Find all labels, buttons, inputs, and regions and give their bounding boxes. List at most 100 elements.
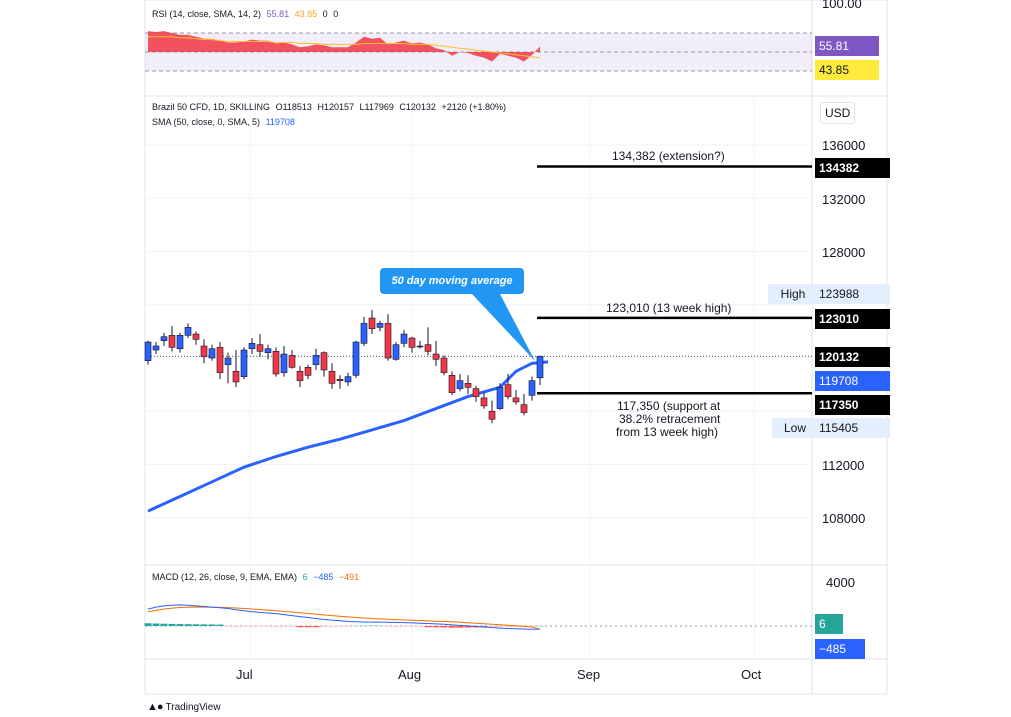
x-tick-sep: Sep — [577, 667, 601, 682]
macd-hist-bar — [488, 626, 496, 628]
rsi-legend-extra1: 0 — [322, 9, 328, 19]
macd-hist-bar — [160, 623, 168, 626]
macd-hist-bar — [368, 624, 376, 626]
macd-hist-bar — [456, 626, 464, 628]
candle-body — [496, 386, 504, 409]
support-annotation-line3: from 13 week high) — [616, 425, 719, 439]
thirteen-week-high-annotation: 123,010 (13 week high) — [606, 301, 732, 315]
rsi-value-badge: 55.81 — [815, 36, 879, 56]
candle-body — [264, 348, 272, 353]
candle-body — [256, 344, 264, 352]
macd-hist-bar — [208, 624, 216, 626]
candle-body — [520, 404, 528, 413]
macd-hist-bar — [320, 626, 328, 628]
macd-hist-bar — [224, 626, 232, 627]
candle-body — [368, 317, 376, 330]
macd-value-badge: −485 — [815, 639, 865, 659]
macd-hist-bar — [344, 626, 352, 627]
rsi-legend: RSI (14, close, SMA, 14, 2) 55.81 43.85 … — [152, 9, 338, 19]
candle-body — [448, 375, 456, 393]
macd-hist-bar — [360, 625, 368, 627]
high-value-badge: 123988 — [815, 284, 890, 304]
candle-body — [272, 351, 280, 375]
x-tick-oct: Oct — [741, 667, 762, 682]
high-label-badge: High — [768, 284, 818, 304]
candle-body — [152, 345, 160, 351]
sma-callout-pointer — [472, 294, 535, 361]
macd-hist-bar — [408, 626, 416, 627]
macd-hist-bar — [272, 626, 280, 627]
macd-hist-bar — [440, 626, 448, 628]
macd-hist-bar — [352, 625, 360, 627]
price-tick: 108000 — [822, 511, 866, 526]
price-tick: 136000 — [822, 138, 866, 153]
extension-level-badge: 134382 — [815, 158, 890, 178]
candle-body — [336, 378, 344, 381]
candle-body — [320, 352, 328, 371]
candle-body — [144, 341, 152, 361]
macd-hist-bar — [264, 626, 272, 627]
candle-body — [504, 384, 512, 397]
price-pane — [144, 96, 812, 659]
macd-legend-hist: 6 — [302, 572, 308, 582]
macd-line — [147, 604, 541, 630]
macd-hist-bar — [464, 626, 472, 628]
candle-body — [208, 348, 216, 359]
macd-hist-bar — [152, 623, 160, 626]
macd-hist-bar — [504, 626, 512, 627]
candle-body — [512, 397, 520, 403]
macd-hist-badge: 6 — [815, 614, 843, 634]
rsi-sma-line — [148, 36, 541, 59]
macd-hist-bar — [232, 626, 240, 627]
macd-legend: MACD (12, 26, close, 9, EMA, EMA) 6 −485… — [152, 572, 359, 582]
macd-hist-bar — [384, 626, 392, 627]
candle-body — [296, 371, 304, 381]
macd-hist-bar — [448, 626, 456, 628]
candle-body — [360, 323, 368, 344]
sma-callout: 50 day moving average — [380, 268, 524, 294]
price-legend: Brazil 50 CFD, 1D, SKILLING O118513 H120… — [152, 102, 506, 112]
macd-legend-macd: −485 — [313, 572, 334, 582]
candle-body — [384, 323, 392, 359]
extension-annotation: 134,382 (extension?) — [612, 149, 725, 163]
rsi-legend-sma: 43.85 — [294, 9, 318, 19]
low-label-badge: Low — [772, 418, 818, 438]
macd-hist-bar — [288, 626, 296, 628]
macd-hist-bar — [200, 624, 208, 626]
change-value: +2120 (+1.80%) — [441, 102, 507, 112]
rsi-sma-badge: 43.85 — [815, 60, 879, 80]
macd-hist-bar — [328, 626, 336, 628]
last-price-badge: 120132 — [815, 347, 890, 367]
candle-body — [240, 349, 248, 377]
price-tick: 112000 — [822, 458, 865, 473]
high-value: H120157 — [317, 102, 354, 112]
macd-hist-bar — [216, 624, 224, 626]
candle-body — [184, 327, 192, 336]
candle-body — [424, 344, 432, 352]
tradingview-mark-icon: ▲● — [147, 701, 164, 713]
candle-body — [328, 371, 336, 384]
candle-body — [280, 353, 288, 373]
candle-body — [464, 382, 472, 388]
x-tick-aug: Aug — [398, 667, 422, 682]
sma-legend-value: 119708 — [265, 117, 295, 127]
candle-body — [536, 355, 544, 379]
rsi-pane — [145, 31, 812, 72]
support-annotation-line1: 117,350 (support at — [617, 399, 721, 413]
macd-hist-bar — [256, 626, 264, 627]
macd-hist-bar — [192, 624, 200, 626]
macd-hist-bar — [432, 626, 440, 628]
macd-legend-label: MACD (12, 26, close, 9, EMA, EMA) — [152, 572, 298, 582]
macd-hist-bar — [168, 623, 176, 626]
rsi-legend-label: RSI (14, close, SMA, 14, 2) — [152, 9, 262, 19]
macd-hist-bar — [176, 624, 184, 626]
candle-body — [224, 357, 232, 365]
candle-body — [456, 380, 464, 389]
macd-hist-bar — [144, 623, 152, 626]
macd-hist-bar — [416, 626, 424, 628]
tradingview-brand: TradingView — [165, 701, 221, 713]
currency-button[interactable]: USD — [820, 102, 856, 124]
sma-legend: SMA (50, close, 0, SMA, 5) 119708 — [152, 117, 295, 127]
candle-body — [192, 333, 200, 340]
